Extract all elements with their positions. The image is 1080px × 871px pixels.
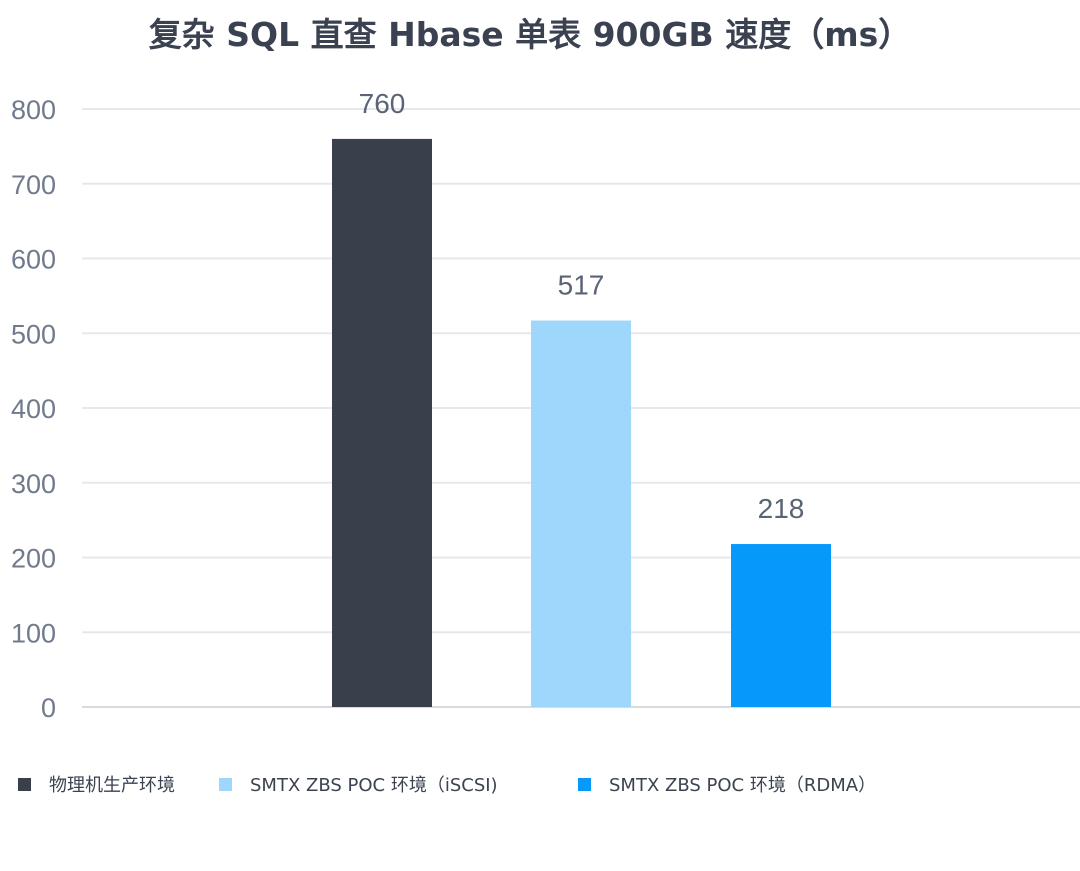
- chart-title: 复杂 SQL 直查 Hbase 单表 900GB 速度（ms）: [148, 15, 912, 54]
- y-tick-label: 800: [11, 95, 56, 125]
- bar: [531, 320, 631, 707]
- legend-swatch-rdma: [578, 777, 591, 791]
- y-tick-label: 500: [11, 319, 56, 349]
- y-tick-label: 600: [11, 245, 56, 275]
- y-axis: 0 100 200 300 400 500 600 700 800: [11, 95, 56, 723]
- bars: [332, 138, 831, 707]
- y-tick-label: 400: [11, 394, 56, 424]
- data-labels: 760 517 218: [359, 88, 805, 524]
- data-label: 517: [558, 270, 605, 301]
- legend-label-iscsi: SMTX ZBS POC 环境（iSCSI): [250, 775, 498, 796]
- y-tick-label: 700: [11, 170, 56, 200]
- legend-item-rdma: SMTX ZBS POC 环境（RDMA）: [578, 771, 876, 797]
- legend-swatch-iscsi: [219, 777, 232, 791]
- y-tick-label: 200: [11, 544, 56, 574]
- y-tick-label: 0: [41, 693, 56, 723]
- legend-item-iscsi: SMTX ZBS POC 环境（iSCSI): [219, 771, 498, 797]
- bar: [731, 544, 831, 707]
- data-label: 218: [758, 493, 805, 524]
- legend-label-rdma: SMTX ZBS POC 环境（RDMA）: [609, 775, 877, 796]
- legend-label-physical: 物理机生产环境: [49, 775, 175, 796]
- bar: [332, 138, 432, 707]
- y-tick-label: 300: [11, 469, 56, 499]
- legend-item-physical: 物理机生产环境: [18, 771, 175, 797]
- y-tick-label: 100: [11, 618, 56, 648]
- data-label: 760: [359, 88, 406, 119]
- legend-swatch-physical: [18, 777, 31, 791]
